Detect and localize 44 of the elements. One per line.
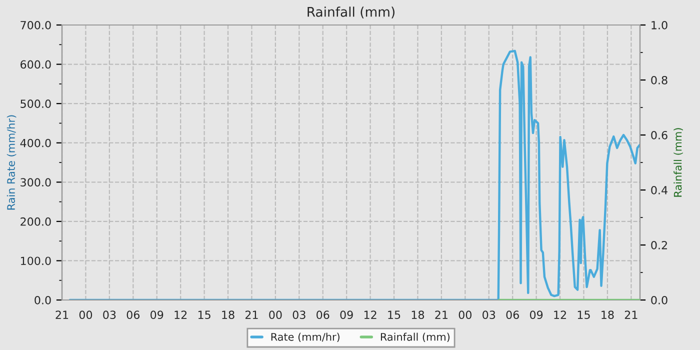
x-tick-label: 21 [624, 310, 638, 319]
x-tick-label: 12 [174, 310, 187, 319]
y-axis-title: Rain Rate (mm/hr) [6, 115, 16, 210]
y-tick-label: 400.0 [20, 138, 51, 148]
x-tick-label: 09 [530, 310, 543, 320]
x-tick-label: 03 [292, 310, 306, 320]
y-tick-label: 0.0 [34, 296, 51, 304]
x-tick-label: 18 [222, 310, 234, 320]
y-tick-label: 300.0 [20, 178, 51, 187]
chart-title: Rainfall (mm) [308, 6, 394, 18]
y2-tick-label: 0.4 [651, 186, 668, 194]
y2-tick-label: 1.0 [652, 20, 668, 30]
y2-tick-label: 0.6 [651, 130, 668, 140]
x-tick-label: 03 [482, 310, 496, 320]
y-tick-label: 500.0 [20, 100, 51, 108]
x-tick-label: 06 [506, 310, 519, 320]
x-tick-label: 06 [316, 310, 330, 320]
x-tick-label: 00 [79, 310, 92, 320]
x-tick-label: 18 [602, 310, 614, 320]
x-tick-label: 03 [103, 310, 116, 320]
x-tick-label: 12 [554, 310, 566, 319]
x-tick-label: 21 [435, 310, 448, 319]
y-tick-label: 200.0 [20, 217, 51, 226]
y-tick-label: 100.0 [20, 256, 51, 266]
x-tick-label: 00 [458, 310, 472, 320]
x-tick-label: 12 [364, 310, 376, 319]
y2-axis-title: Rainfall (mm) [674, 128, 683, 197]
x-tick-label: 18 [412, 310, 424, 320]
y2-tick-label: 0.8 [651, 76, 668, 84]
y2-tick-label: 0.0 [651, 296, 668, 304]
y-tick-label: 700.0 [20, 20, 51, 30]
legend-label: Rainfall (mm) [380, 332, 450, 342]
x-tick-label: 00 [269, 310, 282, 320]
x-tick-label: 06 [126, 310, 140, 320]
y2-tick-label: 0.2 [651, 240, 667, 250]
x-tick-label: 21 [56, 310, 68, 319]
x-tick-label: 15 [578, 310, 590, 320]
x-tick-label: 15 [198, 310, 210, 320]
legend-label: Rate (mm/hr) [271, 332, 340, 342]
x-tick-label: 15 [388, 310, 400, 320]
y-tick-label: 600.0 [20, 60, 51, 69]
x-tick-label: 21 [245, 310, 258, 319]
x-tick-label: 09 [340, 310, 353, 320]
x-tick-label: 09 [150, 310, 164, 320]
